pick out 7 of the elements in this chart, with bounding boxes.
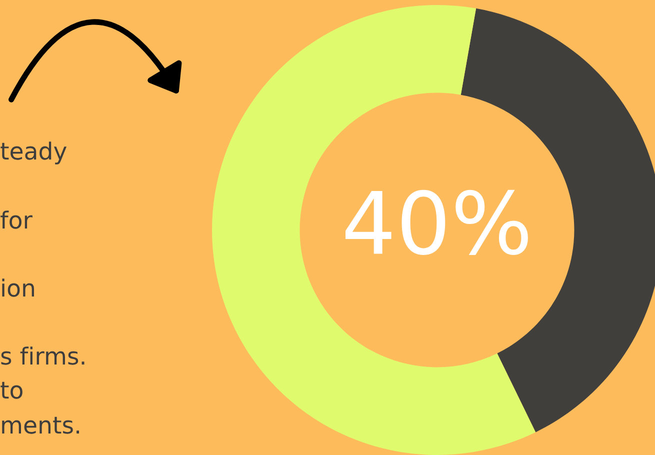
text: for xyxy=(0,210,32,229)
text: to xyxy=(0,382,22,399)
text: ion xyxy=(2,278,34,297)
text: ments. xyxy=(2,416,80,434)
text: 40% xyxy=(346,190,528,255)
text: s firms. xyxy=(1,346,84,365)
text: teady xyxy=(0,142,67,164)
